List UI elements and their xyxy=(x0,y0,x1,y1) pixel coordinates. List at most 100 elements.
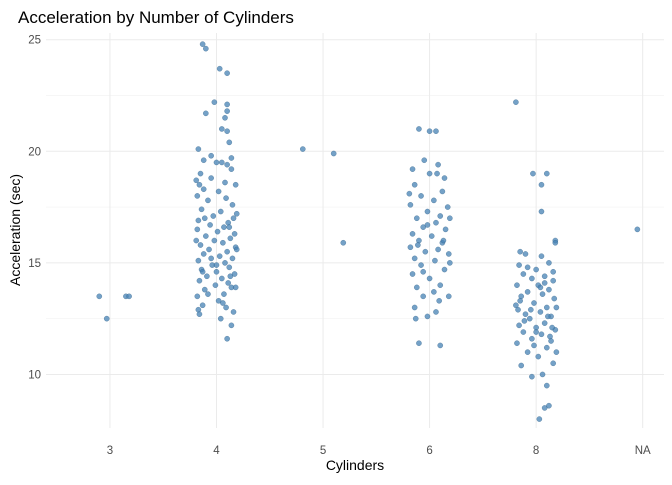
data-point xyxy=(196,277,203,284)
data-point xyxy=(537,284,544,291)
x-tick-label: 5 xyxy=(320,445,326,457)
data-point xyxy=(433,219,439,226)
data-point xyxy=(193,237,200,244)
data-point xyxy=(229,201,236,208)
data-point xyxy=(224,128,230,135)
data-point xyxy=(524,289,531,295)
data-point xyxy=(516,322,522,329)
data-point xyxy=(330,150,337,157)
x-tick-label: NA xyxy=(635,445,651,457)
x-tick-label: 8 xyxy=(533,445,539,457)
data-point xyxy=(232,284,239,291)
data-point xyxy=(516,262,522,268)
data-point xyxy=(538,208,545,215)
data-point xyxy=(520,329,527,335)
data-point xyxy=(550,360,557,367)
data-point xyxy=(545,313,551,320)
data-point xyxy=(524,349,531,355)
data-point xyxy=(221,291,227,297)
data-point xyxy=(445,251,452,257)
data-point xyxy=(522,251,529,257)
data-point xyxy=(194,193,201,199)
data-point xyxy=(552,239,559,246)
data-point xyxy=(210,213,217,219)
data-point xyxy=(517,248,524,255)
data-point xyxy=(227,235,234,242)
data-point xyxy=(541,273,548,280)
data-point xyxy=(543,344,550,351)
data-point xyxy=(231,230,238,237)
data-point xyxy=(202,233,209,239)
data-point xyxy=(226,139,233,146)
data-point xyxy=(228,155,235,161)
data-point xyxy=(103,315,110,322)
data-point xyxy=(411,181,418,188)
data-point xyxy=(220,300,226,306)
data-point xyxy=(553,349,560,355)
data-point xyxy=(422,248,429,255)
data-point xyxy=(197,242,204,248)
y-tick-label: 10 xyxy=(28,369,41,381)
data-point xyxy=(434,170,440,177)
data-point xyxy=(214,228,221,235)
data-point xyxy=(546,286,552,293)
data-point xyxy=(202,110,209,117)
ticks-layer: 10 15 20 25 3 4 5 6 8 NA xyxy=(28,35,651,457)
data-point xyxy=(213,159,220,166)
y-axis-title: Acceleration (sec) xyxy=(7,174,23,286)
data-point xyxy=(553,304,560,311)
data-point xyxy=(208,175,215,181)
data-point xyxy=(409,271,416,277)
data-point xyxy=(529,275,535,282)
data-point xyxy=(634,226,641,233)
data-point xyxy=(430,197,437,204)
data-point xyxy=(224,335,230,342)
data-point xyxy=(211,99,218,106)
data-point xyxy=(200,251,207,257)
data-point xyxy=(426,170,433,177)
data-point xyxy=(514,340,520,347)
data-point xyxy=(522,311,529,318)
data-point xyxy=(537,309,544,315)
data-point xyxy=(513,99,519,106)
y-tick-label: 15 xyxy=(28,258,41,270)
data-point xyxy=(524,264,531,271)
data-point xyxy=(531,342,537,349)
data-point xyxy=(199,268,206,275)
data-point xyxy=(444,204,451,210)
data-point xyxy=(543,304,550,311)
data-point xyxy=(217,208,224,215)
data-point xyxy=(432,257,438,264)
data-point xyxy=(196,311,203,318)
data-point xyxy=(225,280,232,286)
data-point xyxy=(529,335,535,342)
data-point xyxy=(224,101,230,108)
data-point xyxy=(445,293,452,300)
data-point xyxy=(407,244,414,251)
data-point xyxy=(222,260,228,266)
data-point xyxy=(514,282,520,289)
data-point xyxy=(196,181,203,188)
data-point xyxy=(430,289,437,295)
data-point xyxy=(411,255,418,262)
data-point xyxy=(442,226,449,233)
data-point xyxy=(233,210,240,217)
data-point xyxy=(416,340,422,347)
data-point xyxy=(213,268,220,275)
data-point xyxy=(550,268,557,275)
data-point xyxy=(415,242,421,248)
data-point xyxy=(543,170,550,177)
data-point xyxy=(526,315,533,322)
data-point xyxy=(226,264,233,271)
data-point xyxy=(409,230,416,237)
data-point xyxy=(340,239,347,246)
data-point xyxy=(411,304,418,311)
data-point xyxy=(208,152,215,159)
data-point xyxy=(520,271,527,277)
data-point xyxy=(218,126,225,132)
data-point xyxy=(212,282,219,289)
data-point xyxy=(195,257,202,264)
data-point xyxy=(435,161,441,168)
